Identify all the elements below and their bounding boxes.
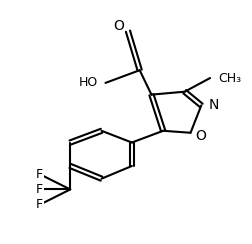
Text: HO: HO: [78, 76, 98, 89]
Text: F: F: [36, 198, 43, 211]
Text: F: F: [36, 183, 43, 196]
Text: O: O: [196, 129, 206, 143]
Text: N: N: [208, 98, 218, 112]
Text: O: O: [113, 19, 124, 33]
Text: CH₃: CH₃: [218, 71, 241, 84]
Text: F: F: [36, 168, 43, 181]
